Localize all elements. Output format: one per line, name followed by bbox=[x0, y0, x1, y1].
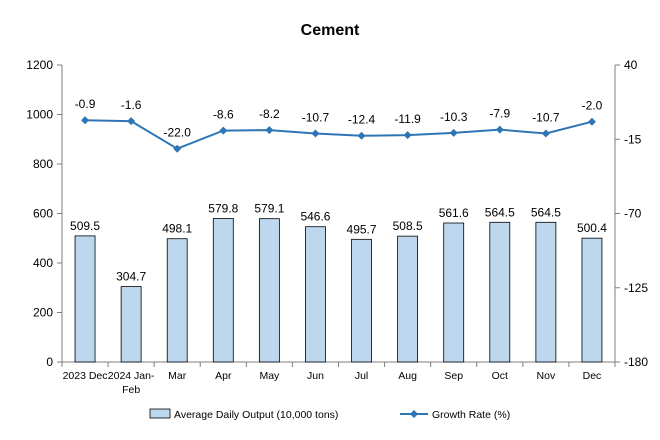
bar bbox=[258, 218, 280, 363]
y-left-tick-label: 1200 bbox=[26, 58, 53, 72]
bar-data-label: 500.4 bbox=[577, 221, 607, 235]
line-data-label: -2.0 bbox=[582, 99, 603, 113]
legend-line-marker bbox=[410, 410, 418, 418]
legend-bar-label: Average Daily Output (10,000 tons) bbox=[174, 409, 338, 421]
chart-title: Cement bbox=[300, 22, 360, 39]
y-right-tick-label: 40 bbox=[624, 58, 638, 72]
line-data-label: -0.9 bbox=[75, 97, 96, 111]
x-tick-label: 2024 Jan- bbox=[108, 370, 155, 382]
y-left-tick-label: 200 bbox=[33, 306, 53, 320]
line-data-label: -1.6 bbox=[121, 98, 142, 112]
bar-data-label: 564.5 bbox=[485, 205, 515, 219]
bar bbox=[351, 238, 372, 363]
bar bbox=[581, 237, 603, 363]
y-left-tick-label: 0 bbox=[46, 355, 53, 369]
bar bbox=[120, 286, 142, 363]
line-data-label: -8.2 bbox=[259, 107, 280, 121]
line-data-label: -10.7 bbox=[532, 110, 560, 124]
line-data-label: -10.3 bbox=[440, 110, 468, 124]
growth-rate-point bbox=[127, 117, 136, 126]
x-tick-label: 2023 Dec bbox=[63, 370, 108, 382]
bar-data-label: 561.6 bbox=[439, 206, 469, 220]
growth-rate-point bbox=[173, 144, 182, 153]
bar-data-label: 304.7 bbox=[116, 270, 146, 284]
y-left-tick-label: 800 bbox=[33, 157, 53, 171]
growth-rate-point bbox=[81, 116, 90, 125]
line-data-label: -8.6 bbox=[213, 108, 234, 122]
legend-line-label: Growth Rate (%) bbox=[432, 409, 510, 421]
x-tick-label: Jul bbox=[355, 370, 368, 382]
growth-rate-point bbox=[311, 129, 320, 138]
growth-rate-line bbox=[85, 119, 593, 150]
y-left-tick-label: 1000 bbox=[26, 108, 53, 122]
y-right-tick-label: -125 bbox=[624, 281, 648, 295]
x-tick-label: Jun bbox=[307, 370, 324, 382]
growth-rate-point bbox=[495, 125, 504, 134]
bar-data-label: 495.7 bbox=[347, 222, 377, 236]
y-right-tick-label: -70 bbox=[624, 207, 642, 221]
growth-rate-point bbox=[265, 126, 274, 135]
bar-data-label: 579.1 bbox=[254, 202, 284, 216]
growth-rate-point bbox=[541, 129, 550, 138]
growth-rate-point bbox=[587, 117, 596, 126]
growth-rate-point bbox=[449, 128, 458, 137]
growth-rate-point bbox=[403, 131, 412, 140]
bar-data-label: 508.5 bbox=[393, 219, 423, 233]
growth-rate-point bbox=[357, 131, 366, 140]
x-tick-label: Apr bbox=[215, 370, 232, 382]
bar-data-label: 509.5 bbox=[70, 219, 100, 233]
line-data-label: -7.9 bbox=[489, 107, 510, 121]
growth-rate-point bbox=[219, 126, 228, 135]
y-left-tick-label: 400 bbox=[33, 256, 53, 270]
line-data-label: -12.4 bbox=[348, 113, 376, 127]
bar-data-label: 546.6 bbox=[300, 210, 330, 224]
line-data-label: -10.7 bbox=[302, 110, 330, 124]
x-tick-label: May bbox=[259, 370, 280, 382]
bar bbox=[443, 222, 465, 363]
y-right-tick-label: -15 bbox=[624, 132, 642, 146]
bar bbox=[489, 221, 511, 363]
line-data-label: -22.0 bbox=[164, 126, 192, 140]
bar-data-label: 564.5 bbox=[531, 205, 561, 219]
bar bbox=[212, 218, 234, 363]
x-tick-label: Sep bbox=[444, 370, 463, 382]
bar bbox=[535, 221, 557, 363]
y-left-tick-label: 600 bbox=[33, 207, 53, 221]
x-tick-label: Dec bbox=[583, 370, 602, 382]
x-tick-label: Aug bbox=[398, 370, 417, 382]
bar bbox=[305, 226, 326, 363]
bar bbox=[166, 238, 188, 363]
y-right-tick-label: -180 bbox=[624, 355, 648, 369]
x-tick-label: Mar bbox=[168, 370, 187, 382]
bar-data-label: 498.1 bbox=[162, 222, 192, 236]
x-tick-label: Nov bbox=[537, 370, 556, 382]
bar-data-label: 579.8 bbox=[208, 201, 238, 215]
bar bbox=[74, 235, 96, 363]
x-tick-label: Oct bbox=[492, 370, 508, 382]
legend-bar-swatch bbox=[149, 408, 171, 419]
x-tick-label: Feb bbox=[122, 384, 140, 396]
line-data-label: -11.9 bbox=[394, 112, 421, 126]
bar bbox=[397, 235, 419, 363]
